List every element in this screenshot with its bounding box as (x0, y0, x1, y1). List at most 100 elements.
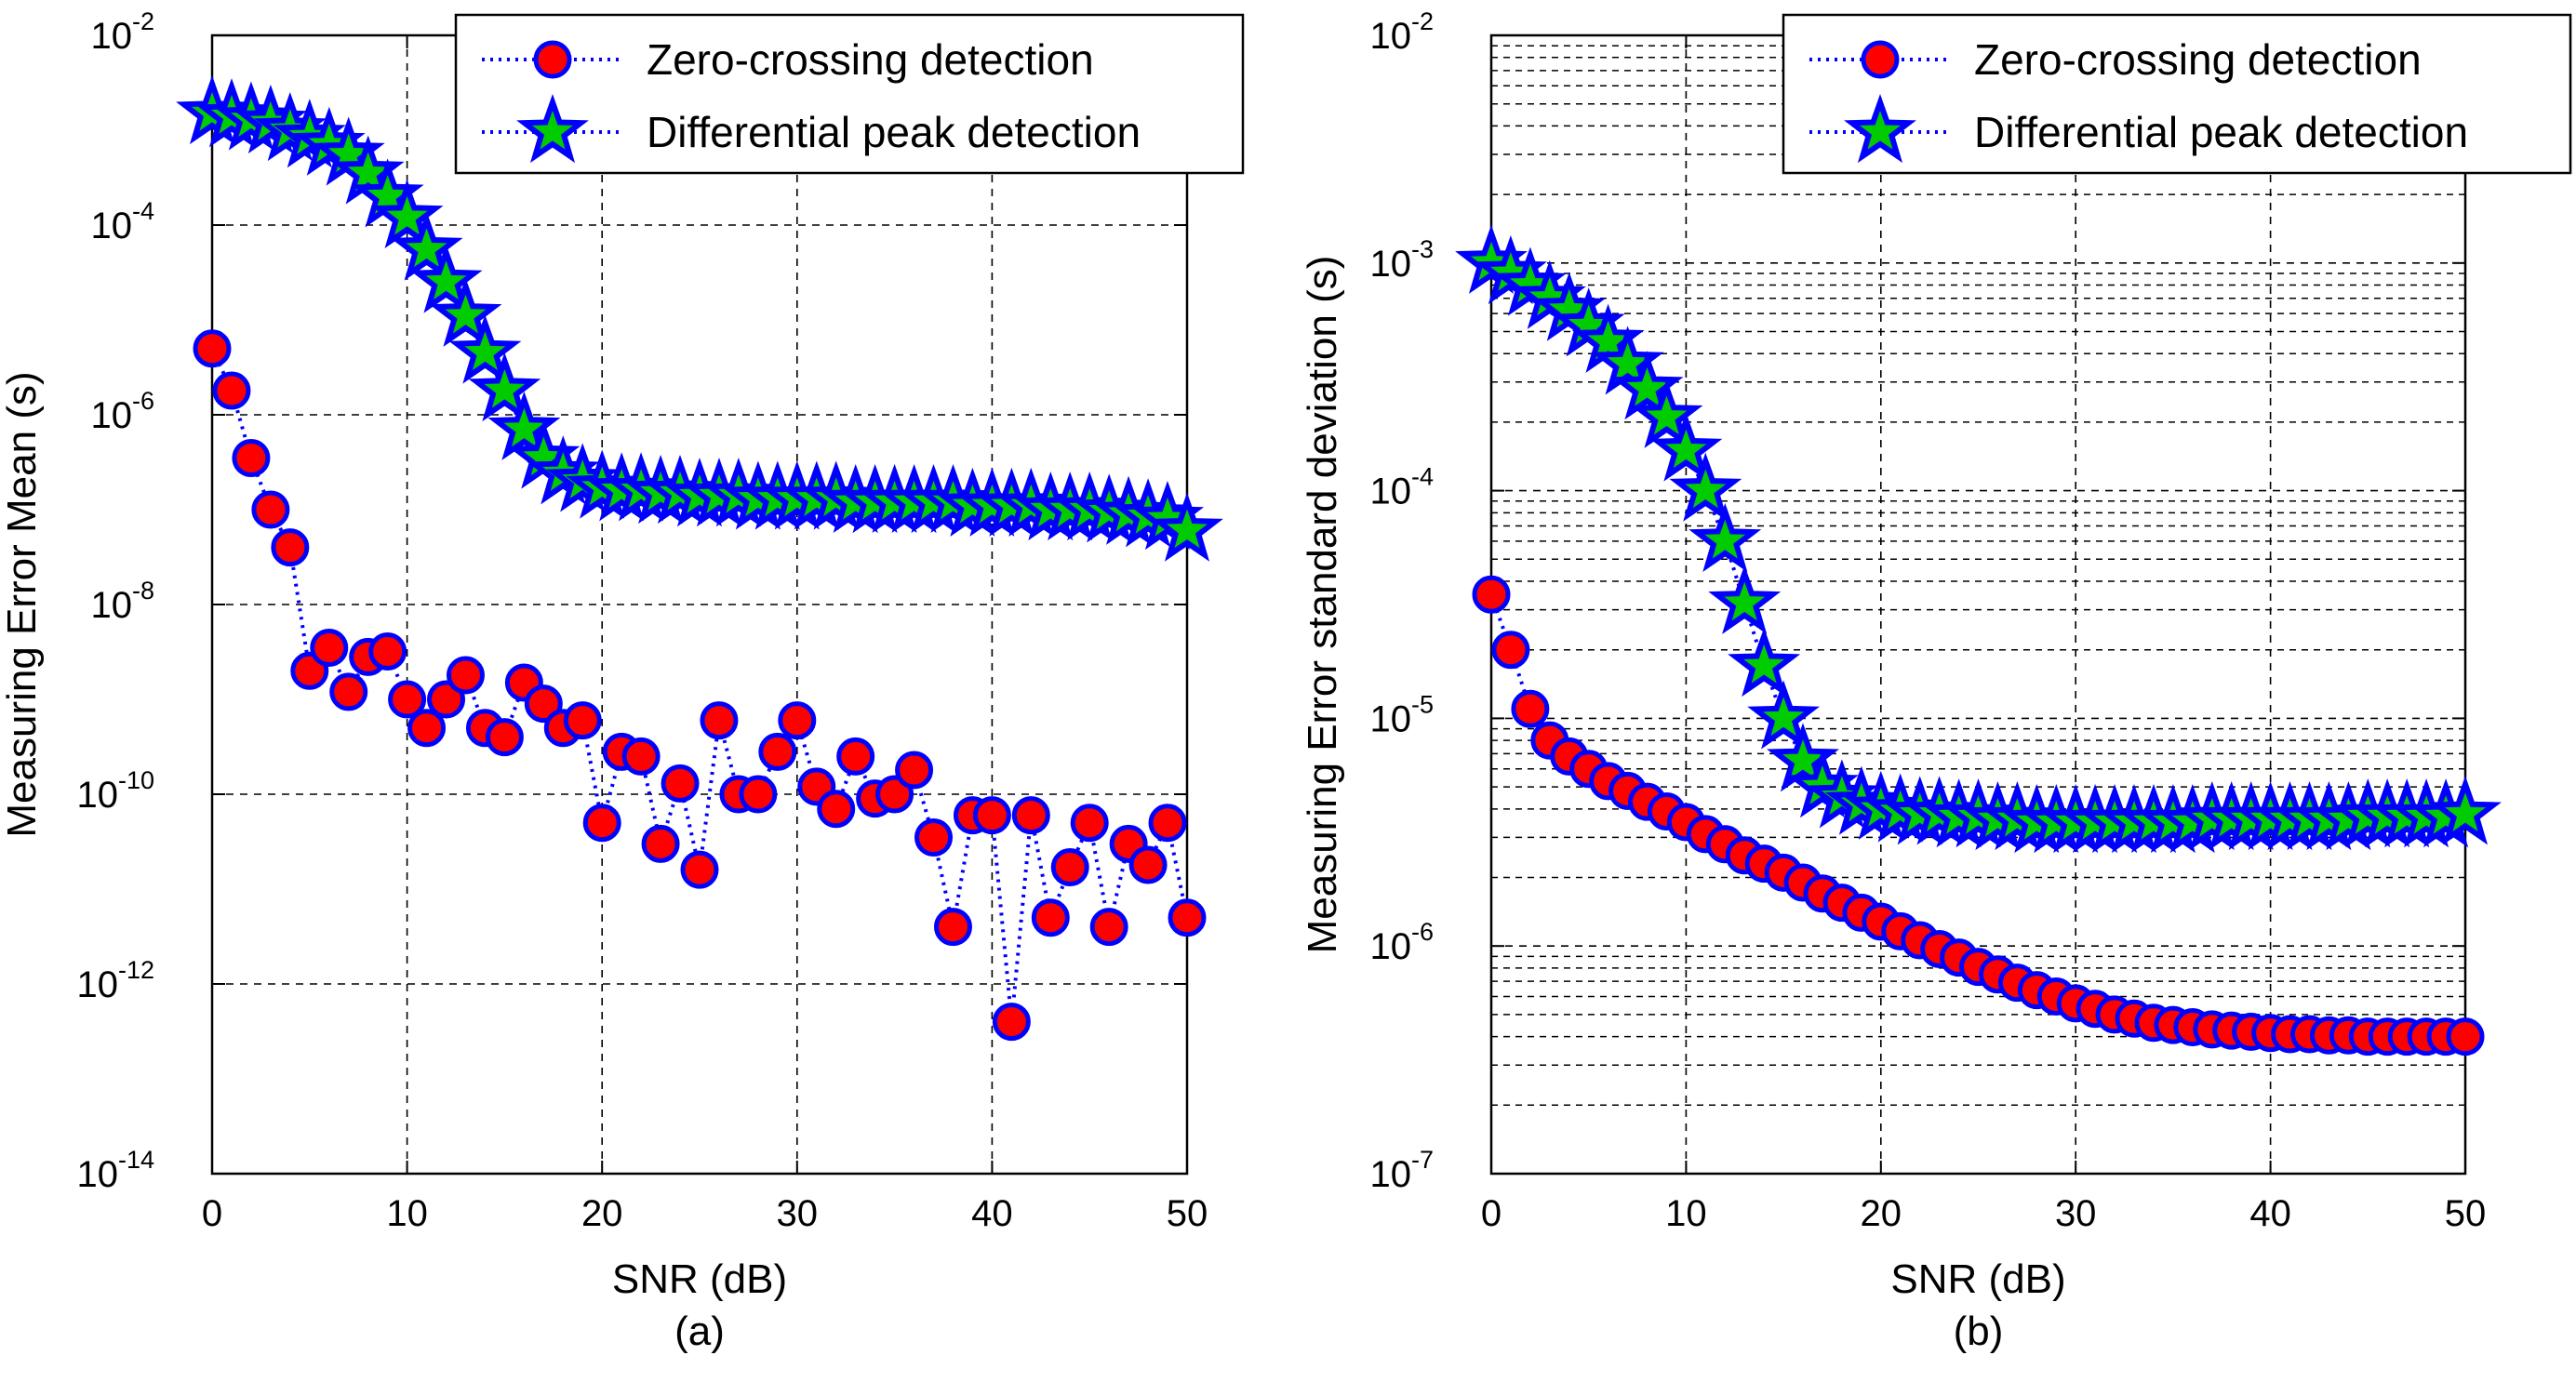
panel-a-data-point (563, 701, 602, 740)
panel-a-y-tick-label: 10-10 (76, 766, 154, 816)
panel-b-x-tick-label: 40 (2249, 1193, 2291, 1234)
panel-a-data-point (1128, 845, 1168, 884)
panel-b-legend-marker-circle (1861, 40, 1900, 79)
panel-b-x-axis-title: SNR (dB) (1890, 1256, 2065, 1302)
panel-a-y-tick-label: 10-12 (76, 956, 154, 1005)
panel-a-data-point (621, 737, 661, 776)
panel-a-data-point (446, 656, 485, 695)
panel-b-y-axis-title: Measuring Error standard deviation (s) (1300, 256, 1345, 954)
panel-b-y-tick-label: 10-3 (1369, 235, 1434, 285)
panel-a-data-point (1151, 492, 1223, 562)
panel-a-data-point (992, 1003, 1031, 1042)
panel-a-data-point (1070, 804, 1109, 843)
panel-a-data-point (739, 775, 778, 814)
panel-b-data-point (1728, 628, 1801, 698)
panel-b-data-point (1591, 326, 1664, 395)
panel-b-data-point (1610, 351, 1684, 420)
panel-b-legend: Zero-crossing detection Differential peak… (1782, 13, 2572, 175)
panel-a-label: (a) (674, 1309, 725, 1354)
panel-a-data-point (487, 391, 561, 460)
panel-b-data-point (1747, 680, 1821, 750)
panel-a-data-point (329, 672, 368, 711)
panel-a-data-point (1011, 796, 1050, 835)
panel-a-data-point (390, 211, 463, 281)
panel-b-series-zero-crossing (1472, 575, 2485, 1056)
panel-a-data-point (1148, 804, 1187, 843)
panel-b-x-tick-label: 20 (1861, 1193, 1902, 1234)
panel-a-legend: Zero-crossing detection Differential peak… (454, 13, 1245, 175)
panel-b-plot-area (1491, 35, 2465, 1174)
panel-a-legend-label: Differential peak detection (647, 108, 1141, 156)
panel-b-grid (1491, 35, 2465, 1174)
panel-a-data-point (817, 790, 856, 829)
panel-a-data-point (232, 439, 271, 478)
panel-a-series-differential-peak (176, 74, 1223, 562)
panel-b-data-point (1708, 565, 1782, 634)
panel-a-data-point (427, 680, 466, 719)
panel-a-data-point (448, 314, 522, 384)
panel-a-y-tick-label: 10-2 (90, 7, 154, 57)
panel-a-chart: 0 10 20 30 40 50 10-14 10-12 10-10 10-8 10-6 10-4 10… (0, 7, 1245, 1354)
panel-a-x-tick-label: 40 (971, 1193, 1013, 1234)
panel-a-data-point (409, 244, 483, 313)
panel-a-legend-marker-circle (533, 40, 572, 79)
panel-a-ticks: 0 10 20 30 40 50 10-14 10-12 10-10 10-8 10-6 10-4 10… (76, 7, 1208, 1234)
panel-a-legend-marker-star (516, 93, 589, 164)
panel-a-data-point (875, 775, 914, 814)
panel-a-data-point (972, 796, 1011, 835)
panel-a-y-tick-label: 10-6 (90, 387, 154, 436)
panel-a-x-tick-label: 0 (202, 1193, 222, 1234)
panel-a-data-point (368, 631, 407, 671)
panel-a-data-point (485, 718, 524, 757)
panel-b-data-point (1630, 379, 1703, 448)
panel-b-y-tick-label: 10-5 (1369, 690, 1434, 739)
panel-a-y-tick-label: 10-8 (90, 577, 154, 626)
panel-a-data-point (271, 528, 310, 567)
panel-a-data-point (914, 818, 954, 857)
panel-b-y-tick-label: 10-6 (1369, 918, 1434, 967)
panel-a-y-axis-title: Measuring Error Mean (s) (0, 371, 45, 837)
panel-a-data-point (524, 684, 563, 724)
panel-a-data-point (1089, 908, 1128, 947)
panel-b-legend-label: Zero-crossing detection (1974, 35, 2422, 84)
panel-b-data-point (1472, 575, 1511, 614)
panel-b-data-point (1688, 502, 1762, 573)
panel-a-data-point (582, 804, 621, 843)
panel-b-x-tick-label: 50 (2445, 1193, 2487, 1234)
panel-b-series-differential-peak (1455, 224, 2502, 854)
panel-a-data-point (895, 751, 934, 790)
panel-a-x-tick-label: 30 (777, 1193, 819, 1234)
panel-b-legend-marker-star (1844, 93, 1916, 164)
panel-a-x-tick-label: 10 (386, 1193, 428, 1234)
panel-a-grid (212, 35, 1187, 1174)
panel-a-data-point (933, 908, 972, 947)
panel-a-data-point (212, 371, 251, 410)
panel-a-y-tick-label: 10-14 (76, 1146, 154, 1195)
panel-a-data-point (310, 629, 349, 668)
panel-b-y-tick-label: 10-7 (1369, 1146, 1434, 1195)
panel-a-data-point (700, 701, 739, 740)
panel-b-y-tick-label: 10-2 (1369, 7, 1434, 57)
panel-a-data-point (641, 824, 680, 863)
panel-a-data-point (1050, 847, 1089, 886)
panel-a-data-point (251, 490, 290, 529)
panel-a-data-point (388, 680, 427, 719)
panel-a-data-point (758, 732, 797, 771)
panel-b-data-point (1491, 631, 1530, 670)
panel-a-data-point (836, 737, 875, 776)
panel-b-data-point (2429, 776, 2502, 845)
panel-a-data-point (1031, 898, 1070, 937)
panel-a-legend-box (454, 13, 1245, 175)
panel-b-data-point (1649, 412, 1723, 482)
panel-a-x-tick-label: 20 (581, 1193, 623, 1234)
panel-b-legend-label: Differential peak detection (1974, 108, 2468, 156)
panel-a-legend-label: Zero-crossing detection (647, 35, 1094, 84)
panel-b-y-tick-label: 10-4 (1369, 463, 1434, 512)
panel-a-data-point (1168, 898, 1207, 937)
panel-a-data-point (680, 850, 719, 889)
panel-a-series-zero-crossing (193, 329, 1207, 1042)
panel-a-data-point (429, 277, 502, 347)
panel-a-x-axis-title: SNR (dB) (612, 1256, 787, 1302)
panel-b-data-point (2446, 1017, 2485, 1056)
panel-b-x-tick-label: 0 (1481, 1193, 1502, 1234)
